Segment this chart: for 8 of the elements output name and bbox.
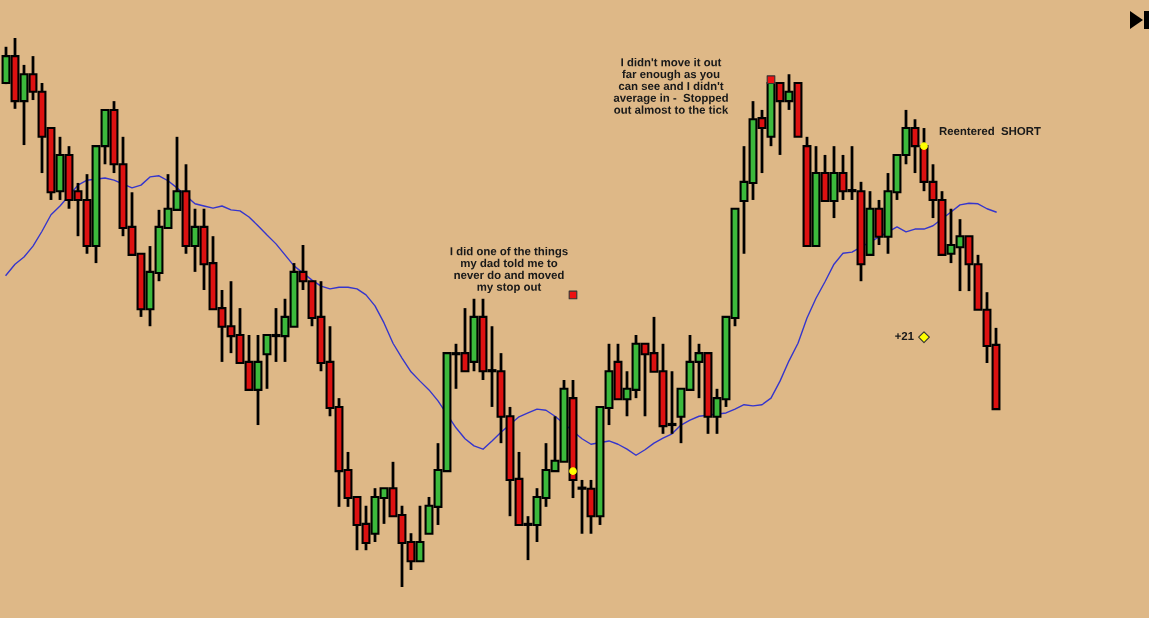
annotation: I didn't move it out far enough as you can see and I didn't average in - Stopped out almost to the tick	[613, 57, 729, 114]
point	[569, 467, 577, 475]
point	[766, 75, 776, 85]
annotation: I did one of the things my dad told me to never do and moved my stop out	[450, 246, 568, 294]
annotation: Reentered SHORT	[939, 126, 1041, 136]
point	[918, 331, 930, 344]
annotation: +21	[895, 331, 914, 340]
point	[920, 142, 928, 150]
